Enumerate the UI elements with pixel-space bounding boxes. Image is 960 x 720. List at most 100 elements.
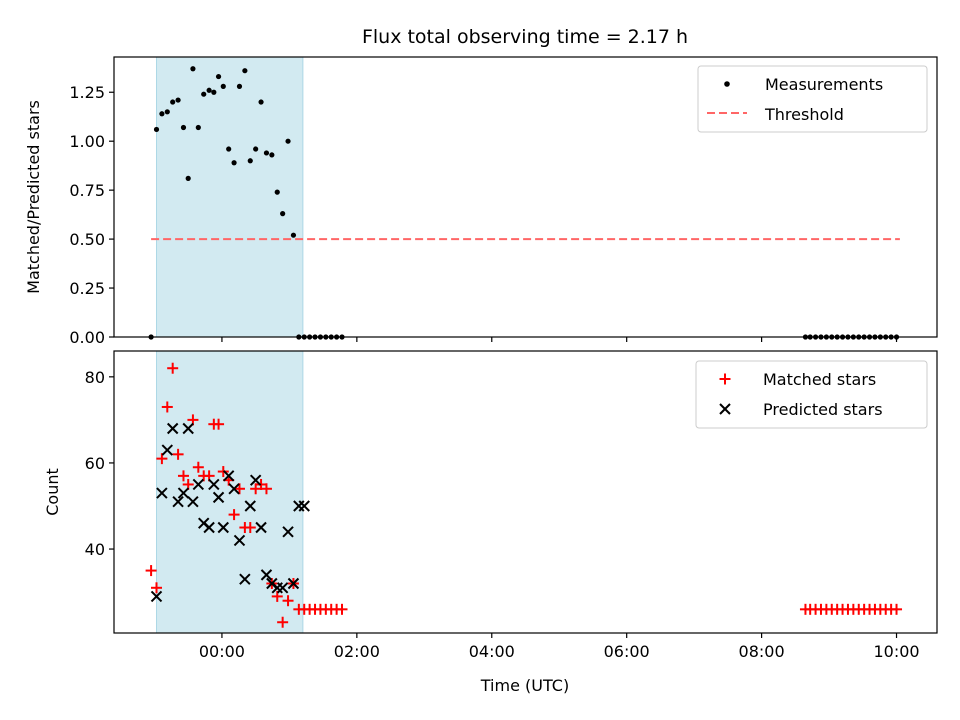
measurement-point <box>290 232 297 238</box>
top-y-axis-label: Matched/Predicted stars <box>24 100 43 294</box>
predicted-point-b <box>287 577 300 590</box>
matched-point <box>156 453 168 465</box>
predicted-point-b <box>249 474 262 486</box>
predicted-point-b <box>276 582 289 594</box>
predicted-point-b <box>187 495 199 508</box>
predicted-point <box>298 500 310 512</box>
matched-point <box>260 483 272 495</box>
y-tick-label: 40 <box>85 540 105 559</box>
predicted-point <box>192 478 205 491</box>
axes-frame <box>113 56 938 338</box>
legend-matched-label: Matched stars <box>763 370 876 389</box>
measurement-point <box>242 68 248 74</box>
measurement-point <box>274 189 280 195</box>
predicted-point-b <box>192 478 205 491</box>
matched-point <box>150 582 162 594</box>
x-tick-label: 10:00 <box>873 642 919 661</box>
measurement-point <box>211 89 217 95</box>
legend-measurements-label: Measurements <box>765 75 883 94</box>
matched-point <box>213 418 225 430</box>
y-tick-label: 80 <box>85 368 105 387</box>
matched-point <box>167 362 179 374</box>
legend-cross-glyph-b <box>719 403 731 415</box>
matched-point <box>271 590 283 602</box>
predicted-point-b <box>298 500 310 512</box>
predicted-point <box>156 487 168 499</box>
predicted-point <box>166 422 179 435</box>
predicted-point-b <box>244 500 256 512</box>
measurement-point <box>231 160 237 166</box>
predicted-point <box>233 534 246 547</box>
y-tick-label: 1.25 <box>69 83 105 102</box>
observing-span <box>155 56 304 338</box>
measurement-point <box>175 97 181 103</box>
x-tick-label: 02:00 <box>334 642 380 661</box>
predicted-point-b <box>255 521 267 534</box>
predicted-point-b <box>233 534 246 547</box>
y-tick-label: 0.50 <box>69 230 105 249</box>
legend-threshold-label: Threshold <box>764 105 844 124</box>
matched-point <box>172 448 184 460</box>
measurement-point <box>170 99 176 105</box>
predicted-point <box>203 521 215 534</box>
measurement-point <box>185 175 191 181</box>
measurement-point <box>206 87 212 93</box>
matched-point <box>891 603 903 615</box>
measurement-point <box>226 146 232 152</box>
measurement-point <box>285 138 291 144</box>
predicted-point <box>182 422 194 435</box>
bottom-panel: 40 60 80 00:00 02:00 04:00 06:00 08:00 10:00 <box>85 350 938 661</box>
measurement-point <box>195 124 201 131</box>
chart-title: Flux total observing time = 2.17 h <box>362 26 688 48</box>
x-tick-label: 06:00 <box>604 642 650 661</box>
predicted-point <box>228 483 240 495</box>
predicted-point-b <box>177 487 190 499</box>
predicted-point <box>255 521 267 534</box>
predicted-point-b <box>156 487 168 499</box>
measurement-point <box>220 83 226 89</box>
predicted-point-b <box>212 491 225 504</box>
measurement-point <box>280 211 286 217</box>
predicted-point-b <box>161 444 173 456</box>
predicted-point-b <box>172 495 184 508</box>
predicted-point <box>260 569 273 581</box>
measurement-point <box>215 73 222 80</box>
legend-plus-glyph <box>719 373 731 385</box>
top-legend: Measurements Threshold <box>697 65 928 133</box>
predicted-point-b <box>282 526 294 538</box>
predicted-point-b <box>208 478 220 491</box>
predicted-point-b <box>239 573 251 585</box>
y-tick-label: 0.00 <box>69 328 105 347</box>
predicted-point-b <box>217 521 229 534</box>
measurement-point <box>164 109 170 115</box>
predicted-point <box>187 495 199 508</box>
matched-point <box>228 509 240 521</box>
matched-point <box>336 603 348 615</box>
predicted-point-b <box>260 569 273 581</box>
predicted-point-b <box>166 422 179 435</box>
measurement-point <box>247 158 253 164</box>
predicted-point-b <box>228 483 240 495</box>
matched-point <box>177 470 189 482</box>
predicted-point <box>177 487 190 499</box>
legend-matched-marker <box>719 373 731 385</box>
legend-predicted-label: Predicted stars <box>763 400 883 419</box>
predicted-point <box>287 577 300 590</box>
legend-measurements-marker <box>724 81 730 87</box>
bottom-legend-frame <box>695 360 928 429</box>
measurement-point <box>190 66 196 72</box>
predicted-point <box>239 573 251 585</box>
matched-point <box>244 522 256 534</box>
measurement-point <box>263 150 270 156</box>
measurement-point <box>253 146 259 152</box>
predicted-point <box>212 491 225 504</box>
matched-point <box>233 483 245 495</box>
y-tick-label: 0.25 <box>69 279 105 298</box>
predicted-point <box>208 478 220 491</box>
x-tick-label: 08:00 <box>739 642 785 661</box>
y-tick-label: 0.75 <box>69 181 105 200</box>
y-tick-label: 1.00 <box>69 132 105 151</box>
bottom-legend: Matched stars Predicted stars <box>695 360 928 429</box>
predicted-point <box>217 521 229 534</box>
